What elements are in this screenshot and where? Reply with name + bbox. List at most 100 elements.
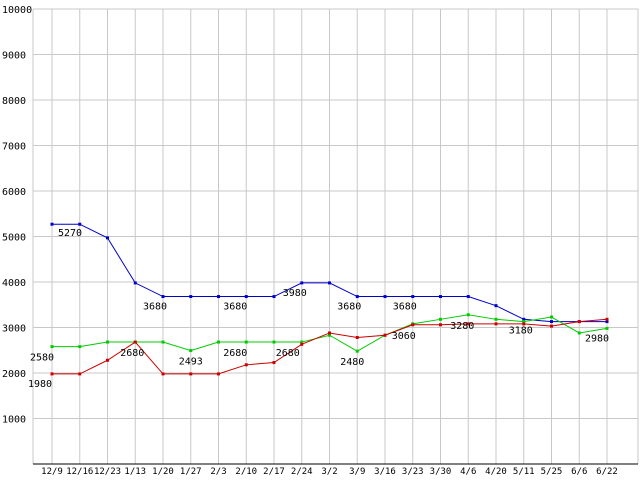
x-axis-label: 5/11 bbox=[513, 467, 535, 477]
series-green-point bbox=[328, 333, 331, 337]
x-axis-label: 12/23 bbox=[94, 467, 121, 477]
y-axis-label: 4000 bbox=[2, 278, 26, 289]
series-green-point bbox=[78, 345, 82, 349]
series-blue-point bbox=[300, 281, 304, 285]
series-red-point bbox=[244, 363, 248, 367]
series-blue-point bbox=[217, 295, 220, 299]
x-axis-label: 3/30 bbox=[430, 467, 452, 477]
x-axis-label: 4/20 bbox=[485, 467, 507, 477]
data-label: 2493 bbox=[179, 357, 203, 368]
series-red-point bbox=[466, 322, 470, 326]
series-blue-point bbox=[383, 295, 387, 299]
data-label: 2980 bbox=[585, 333, 609, 344]
data-label: 1980 bbox=[28, 379, 52, 390]
series-blue-point bbox=[272, 295, 276, 299]
x-axis-label: 3/16 bbox=[374, 467, 396, 477]
x-axis-label: 3/9 bbox=[349, 467, 365, 477]
series-blue-point bbox=[244, 295, 248, 299]
series-blue-point bbox=[50, 222, 54, 226]
series-green-point bbox=[550, 315, 553, 319]
series-green-point bbox=[189, 349, 193, 353]
series-red-point bbox=[550, 324, 553, 328]
y-axis-label: 9000 bbox=[2, 51, 26, 62]
data-label: 5270 bbox=[58, 228, 82, 239]
data-label: 3680 bbox=[143, 302, 167, 313]
data-label: 2580 bbox=[30, 353, 54, 364]
series-green-point bbox=[605, 326, 609, 330]
x-axis-label: 1/13 bbox=[124, 467, 146, 477]
x-axis-label: 6/6 bbox=[571, 467, 587, 477]
y-axis-label: 8000 bbox=[2, 96, 26, 107]
y-axis-label: 10000 bbox=[2, 5, 32, 16]
data-label: 3060 bbox=[392, 331, 416, 342]
y-axis-label: 1000 bbox=[2, 415, 26, 426]
series-blue-point bbox=[189, 295, 193, 299]
x-axis-label: 12/9 bbox=[41, 467, 63, 477]
series-red-point bbox=[494, 322, 498, 326]
data-label: 2680 bbox=[120, 348, 144, 359]
series-green-point bbox=[217, 340, 220, 344]
series-red-point bbox=[328, 331, 331, 335]
series-red-point bbox=[78, 372, 82, 376]
series-green-point bbox=[161, 340, 165, 344]
series-green-point bbox=[106, 340, 109, 344]
data-label: 2680 bbox=[223, 348, 247, 359]
series-green-point bbox=[439, 317, 442, 321]
series-blue-point bbox=[494, 304, 498, 308]
data-label: 3280 bbox=[450, 321, 474, 332]
series-red-point bbox=[161, 372, 165, 376]
series-green-point bbox=[50, 345, 54, 349]
series-blue-point bbox=[550, 320, 553, 324]
data-label: 3680 bbox=[393, 302, 417, 313]
x-axis-label: 1/20 bbox=[152, 467, 174, 477]
series-red-point bbox=[106, 358, 109, 362]
x-axis-label: 2/10 bbox=[235, 467, 257, 477]
series-red-point bbox=[355, 336, 359, 340]
series-blue-point bbox=[605, 320, 609, 324]
y-axis-label: 5000 bbox=[2, 233, 26, 244]
series-blue-point bbox=[522, 317, 526, 321]
x-axis-label: 3/23 bbox=[402, 467, 424, 477]
series-red-point bbox=[50, 372, 54, 376]
x-axis-label: 6/22 bbox=[596, 467, 618, 477]
x-axis-label: 2/17 bbox=[263, 467, 285, 477]
x-axis-label: 3/2 bbox=[321, 467, 337, 477]
series-red-point bbox=[411, 323, 415, 327]
y-axis-label: 2000 bbox=[2, 369, 26, 380]
series-green-point bbox=[522, 320, 526, 324]
x-axis-label: 12/16 bbox=[66, 467, 93, 477]
x-axis-label: 4/6 bbox=[460, 467, 476, 477]
data-label: 3680 bbox=[337, 302, 361, 313]
y-axis-label: 6000 bbox=[2, 187, 26, 198]
series-blue-point bbox=[161, 295, 165, 299]
data-label: 2480 bbox=[340, 357, 364, 368]
data-label: 3980 bbox=[283, 288, 307, 299]
data-label: 2680 bbox=[276, 348, 300, 359]
series-red-point bbox=[217, 372, 220, 376]
series-blue-point bbox=[439, 295, 442, 299]
x-axis-label: 1/27 bbox=[180, 467, 202, 477]
data-label: 3680 bbox=[223, 302, 247, 313]
series-green-point bbox=[300, 340, 304, 344]
x-axis-label: 2/24 bbox=[291, 467, 313, 477]
data-label: 3180 bbox=[509, 325, 533, 336]
series-green-point bbox=[466, 313, 470, 317]
series-blue-point bbox=[466, 295, 470, 299]
series-red-point bbox=[272, 361, 276, 365]
x-axis-label: 5/25 bbox=[541, 467, 563, 477]
series-red-point bbox=[133, 340, 137, 344]
series-red-point bbox=[383, 333, 387, 337]
series-blue-point bbox=[411, 295, 415, 299]
series-red-point bbox=[189, 372, 193, 376]
series-red-point bbox=[439, 323, 442, 327]
y-axis-label: 7000 bbox=[2, 142, 26, 153]
series-blue-point bbox=[106, 236, 109, 240]
series-red-point bbox=[577, 320, 581, 324]
x-axis-label: 2/3 bbox=[210, 467, 226, 477]
series-green-point bbox=[272, 340, 276, 344]
series-red-point bbox=[300, 342, 304, 346]
series-blue-point bbox=[355, 295, 359, 299]
series-green-point bbox=[577, 331, 581, 335]
